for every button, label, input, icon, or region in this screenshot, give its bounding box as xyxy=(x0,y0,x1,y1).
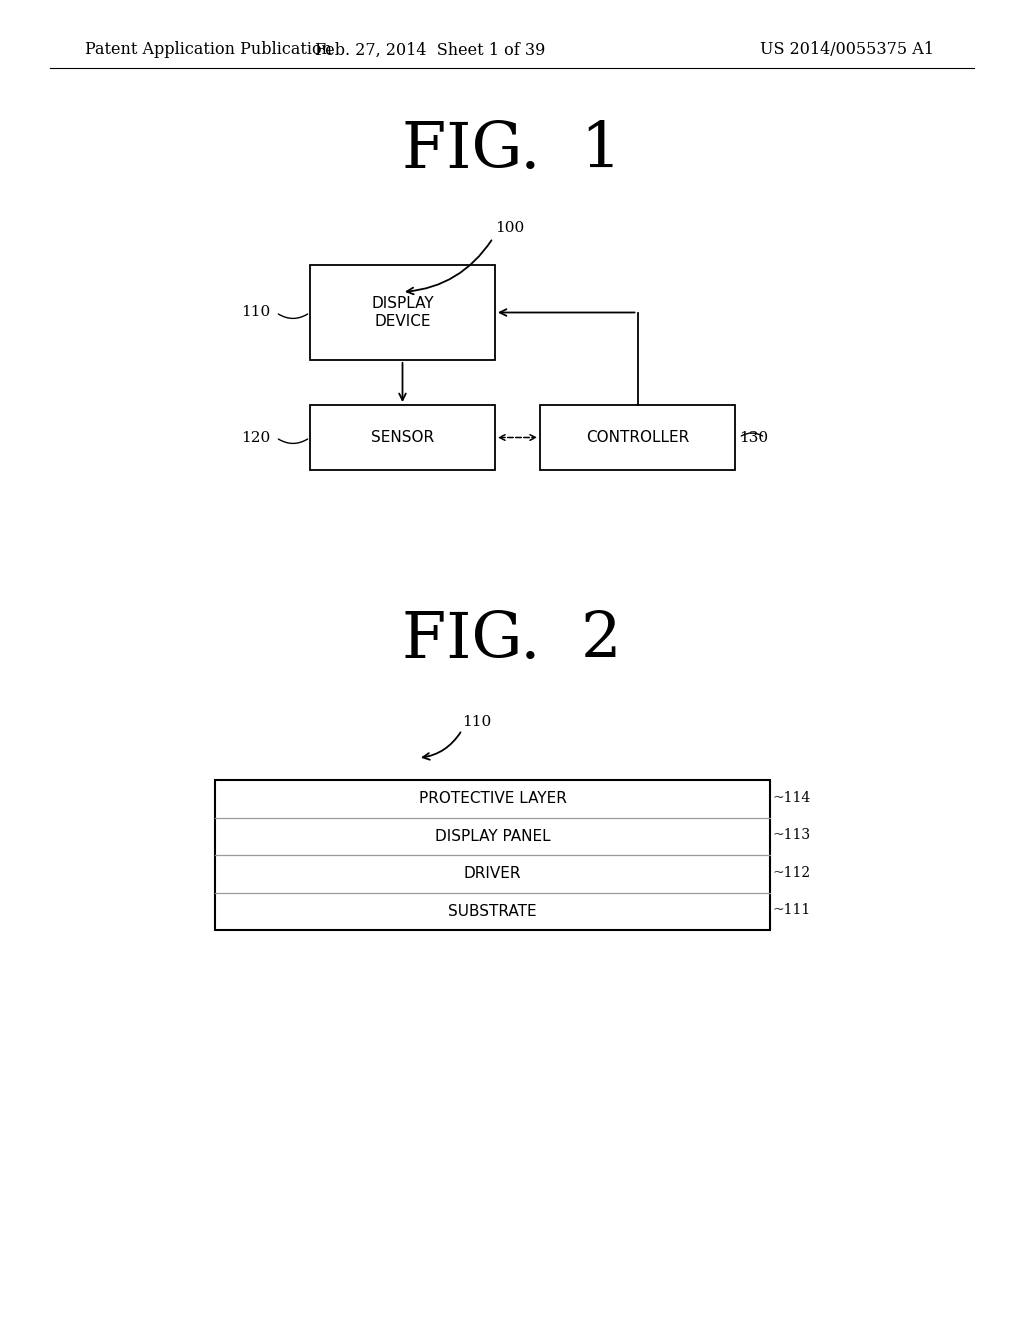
Text: DISPLAY PANEL: DISPLAY PANEL xyxy=(434,829,550,843)
Text: 130: 130 xyxy=(739,430,768,445)
Text: 120: 120 xyxy=(241,430,270,445)
Text: FIG.  1: FIG. 1 xyxy=(402,120,622,181)
Text: 100: 100 xyxy=(495,220,524,235)
Bar xyxy=(215,780,770,931)
Text: ~114: ~114 xyxy=(773,791,811,805)
Bar xyxy=(540,405,735,470)
Text: ~113: ~113 xyxy=(773,828,811,842)
Text: DRIVER: DRIVER xyxy=(464,866,521,882)
Text: CONTROLLER: CONTROLLER xyxy=(586,430,689,445)
Text: 110: 110 xyxy=(241,305,270,319)
Text: ~112: ~112 xyxy=(773,866,811,879)
Text: US 2014/0055375 A1: US 2014/0055375 A1 xyxy=(760,41,934,58)
Text: Patent Application Publication: Patent Application Publication xyxy=(85,41,332,58)
Bar xyxy=(310,265,495,360)
Text: 110: 110 xyxy=(462,715,492,729)
Text: PROTECTIVE LAYER: PROTECTIVE LAYER xyxy=(419,791,566,807)
Text: SUBSTRATE: SUBSTRATE xyxy=(449,904,537,919)
Text: DISPLAY
DEVICE: DISPLAY DEVICE xyxy=(371,296,434,329)
Text: ~111: ~111 xyxy=(773,903,811,917)
Bar xyxy=(310,405,495,470)
Text: Feb. 27, 2014  Sheet 1 of 39: Feb. 27, 2014 Sheet 1 of 39 xyxy=(314,41,545,58)
Text: FIG.  2: FIG. 2 xyxy=(402,610,622,671)
Text: SENSOR: SENSOR xyxy=(371,430,434,445)
